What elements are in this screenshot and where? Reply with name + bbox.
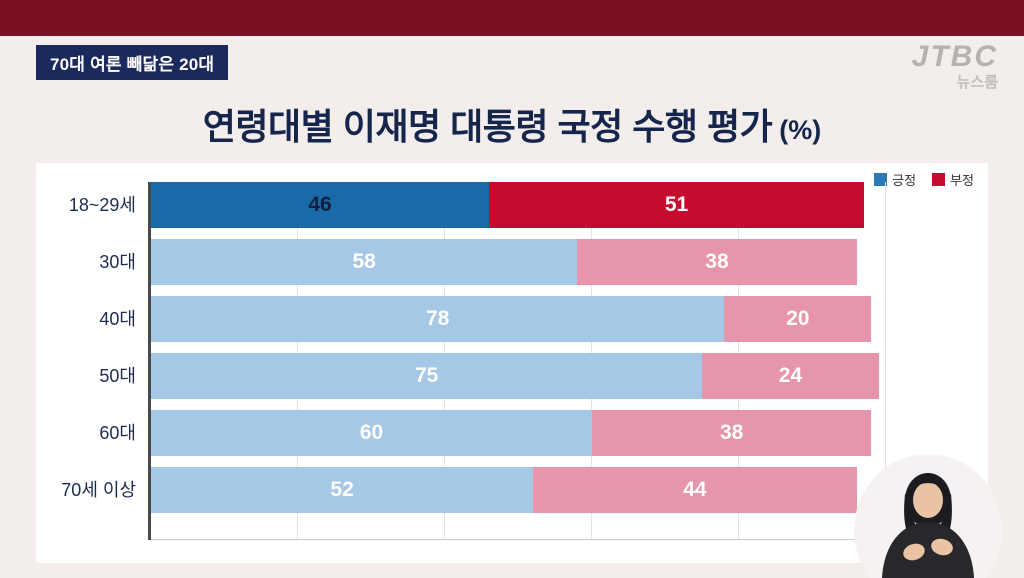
headline-badge: 70대 여론 빼닮은 20대 [36, 45, 229, 80]
bar-track: 75 24 [151, 353, 886, 399]
bar-track: 60 38 [151, 410, 886, 456]
category-label: 30대 [99, 252, 136, 272]
negative-bar: 38 [592, 410, 872, 456]
sign-language-interpreter [852, 454, 1004, 578]
bar-track: 46 51 [151, 182, 886, 228]
bar-track: 52 44 [151, 467, 886, 513]
chart-row: 30대 58 38 [36, 239, 988, 285]
chart-row: 70세 이상 52 44 [36, 467, 988, 513]
category-label: 60대 [99, 423, 136, 443]
program-name: 뉴스룸 [956, 74, 998, 91]
chart-row: 40대 78 20 [36, 296, 988, 342]
category-label: 70세 이상 [61, 480, 136, 500]
positive-bar: 52 [151, 467, 534, 513]
category-label: 50대 [99, 366, 136, 386]
chart-row: 60대 60 38 [36, 410, 988, 456]
chart-body: 18~29세 46 51 30대 58 38 40대 78 20 50대 75 24 60대 60 38 70… [36, 182, 988, 540]
title-text: 연령대별 이재명 대통령 국정 수행 평가 [202, 106, 773, 147]
bar-track: 78 20 [151, 296, 886, 342]
positive-bar: 78 [151, 296, 725, 342]
negative-bar: 51 [489, 182, 864, 228]
positive-bar: 58 [151, 239, 578, 285]
chart-card: 긍정 부정 18~29세 46 51 30대 58 38 40대 78 20 50대 75 24 60대 6… [36, 163, 988, 563]
negative-bar: 20 [724, 296, 872, 342]
category-label: 40대 [99, 309, 136, 329]
positive-bar: 75 [151, 353, 703, 399]
interpreter-graphic [854, 454, 1002, 578]
chart-row: 18~29세 46 51 [36, 182, 988, 228]
chart-row: 50대 75 24 [36, 353, 988, 399]
y-axis-line [148, 182, 151, 540]
legend-label: 부정 [950, 173, 974, 188]
negative-bar: 24 [702, 353, 879, 399]
logo-text: JTBC [911, 40, 998, 73]
positive-bar: 46 [151, 182, 490, 228]
legend-item: 부정 [932, 170, 974, 189]
page-title: 연령대별 이재명 대통령 국정 수행 평가 (%) [0, 98, 1024, 150]
legend-swatch [932, 173, 946, 186]
category-label: 18~29세 [68, 195, 136, 215]
negative-bar: 38 [577, 239, 857, 285]
positive-bar: 60 [151, 410, 592, 456]
legend-label: 긍정 [892, 173, 917, 188]
bar-track: 58 38 [151, 239, 886, 285]
jtbc-logo: JTBC 뉴스룸 [911, 40, 998, 91]
negative-bar: 44 [533, 467, 857, 513]
chart-rows: 18~29세 46 51 30대 58 38 40대 78 20 50대 75 24 60대 60 38 70… [36, 182, 988, 513]
title-unit: (%) [779, 115, 822, 145]
top-bar [0, 0, 1024, 36]
